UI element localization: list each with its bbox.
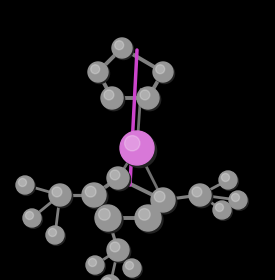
Circle shape <box>114 39 133 60</box>
Circle shape <box>97 207 123 233</box>
Circle shape <box>115 41 124 50</box>
Circle shape <box>103 89 125 111</box>
Circle shape <box>214 202 232 220</box>
Circle shape <box>46 226 64 244</box>
Circle shape <box>95 205 121 231</box>
Circle shape <box>124 260 142 278</box>
Circle shape <box>123 259 141 277</box>
Circle shape <box>107 239 129 261</box>
Circle shape <box>151 188 175 212</box>
Circle shape <box>47 227 65 245</box>
Circle shape <box>98 209 110 220</box>
Circle shape <box>17 177 35 195</box>
Circle shape <box>109 169 131 191</box>
Circle shape <box>51 186 73 208</box>
Circle shape <box>49 184 71 206</box>
Circle shape <box>24 210 42 228</box>
Circle shape <box>89 64 109 83</box>
Circle shape <box>48 228 57 237</box>
Circle shape <box>101 87 123 109</box>
Circle shape <box>123 134 156 167</box>
Circle shape <box>87 257 105 275</box>
Circle shape <box>25 211 34 220</box>
Circle shape <box>232 193 240 202</box>
Circle shape <box>107 167 129 189</box>
Circle shape <box>154 191 165 202</box>
Circle shape <box>230 192 248 210</box>
Circle shape <box>103 278 112 280</box>
Circle shape <box>221 173 230 181</box>
Circle shape <box>191 186 213 208</box>
Circle shape <box>219 171 237 189</box>
Circle shape <box>215 204 224 211</box>
Circle shape <box>23 209 41 227</box>
Circle shape <box>120 131 154 165</box>
Circle shape <box>139 209 150 220</box>
Circle shape <box>85 186 96 197</box>
Circle shape <box>84 185 108 209</box>
Circle shape <box>18 178 26 186</box>
Circle shape <box>101 277 122 280</box>
Circle shape <box>52 187 62 197</box>
Circle shape <box>220 172 238 190</box>
Circle shape <box>155 64 175 83</box>
Circle shape <box>125 136 140 151</box>
Circle shape <box>139 89 161 111</box>
Circle shape <box>229 191 247 209</box>
Circle shape <box>82 183 106 207</box>
Circle shape <box>137 207 163 233</box>
Circle shape <box>156 65 165 74</box>
Circle shape <box>110 170 120 180</box>
Circle shape <box>88 62 108 82</box>
Circle shape <box>137 87 159 109</box>
Circle shape <box>109 241 131 263</box>
Circle shape <box>89 258 97 267</box>
Circle shape <box>16 176 34 194</box>
Circle shape <box>192 187 202 197</box>
Circle shape <box>104 90 114 100</box>
Circle shape <box>189 184 211 206</box>
Circle shape <box>125 262 134 270</box>
Circle shape <box>153 62 173 82</box>
Circle shape <box>112 38 132 58</box>
Circle shape <box>213 201 231 219</box>
Circle shape <box>91 65 100 74</box>
Circle shape <box>100 275 120 280</box>
Circle shape <box>135 205 161 231</box>
Circle shape <box>86 256 104 274</box>
Circle shape <box>110 242 120 252</box>
Circle shape <box>153 190 177 214</box>
Circle shape <box>140 90 150 100</box>
